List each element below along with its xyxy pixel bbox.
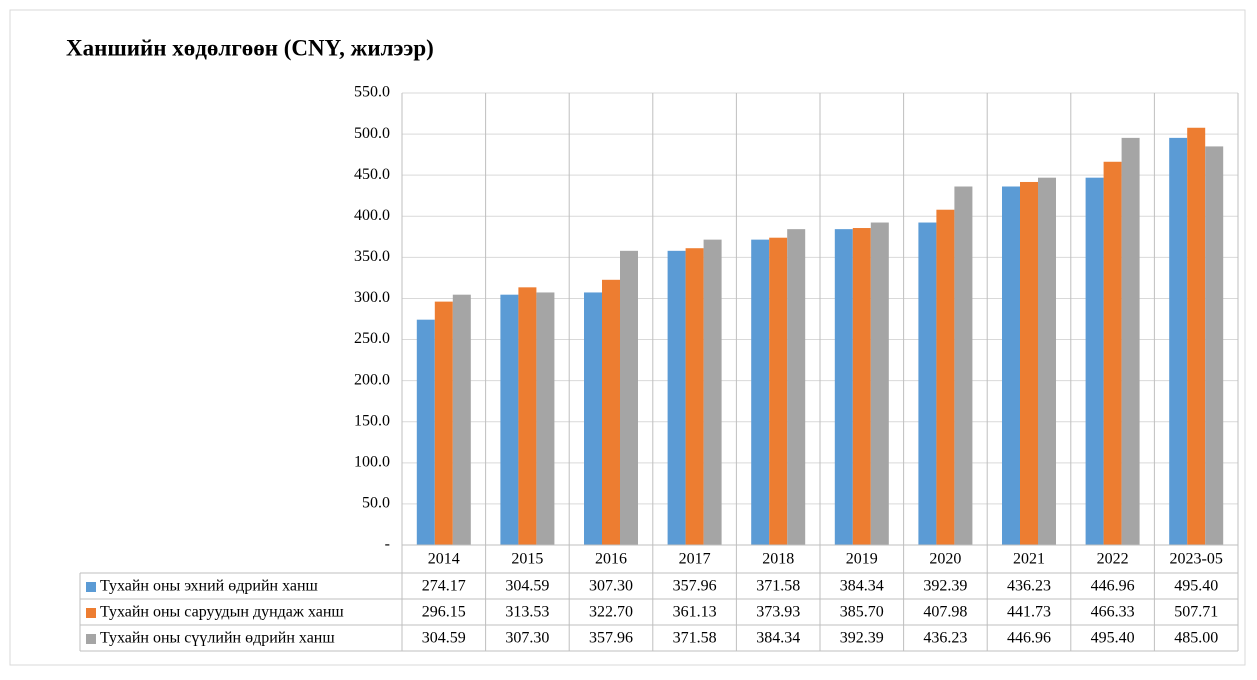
bar <box>620 250 638 545</box>
table-value: 371.58 <box>756 578 800 595</box>
bar <box>500 294 519 545</box>
bar <box>954 186 973 545</box>
bar <box>602 279 620 545</box>
bar <box>1187 127 1206 545</box>
bar <box>1020 181 1038 545</box>
table-value: 407.98 <box>923 604 967 621</box>
bar <box>518 287 537 545</box>
table-value: 446.96 <box>1091 578 1135 595</box>
bar <box>870 222 889 545</box>
table-value: 507.71 <box>1174 604 1218 621</box>
table-value: 466.33 <box>1091 604 1135 621</box>
y-tick-label: 400.0 <box>354 207 390 224</box>
bar <box>452 294 471 545</box>
table-value: 322.70 <box>589 604 633 621</box>
y-tick-label: 150.0 <box>354 412 390 429</box>
y-tick-label: 200.0 <box>354 371 390 388</box>
bar <box>416 319 435 545</box>
table-value: 361.13 <box>673 604 717 621</box>
table-value: 446.96 <box>1007 630 1051 647</box>
x-tick-label: 2015 <box>511 551 543 568</box>
table-value: 495.40 <box>1091 630 1135 647</box>
y-tick-label: 500.0 <box>354 125 390 142</box>
bar <box>918 222 937 545</box>
x-tick-label: 2020 <box>929 551 961 568</box>
table-value: 384.34 <box>840 578 884 595</box>
bar <box>1038 177 1056 545</box>
table-value: 495.40 <box>1174 578 1218 595</box>
y-tick-label: 50.0 <box>362 495 390 512</box>
table-value: 436.23 <box>923 630 967 647</box>
bar <box>1169 137 1188 545</box>
x-tick-label: 2014 <box>428 551 460 568</box>
legend-label: Тухайн оны саруудын дундаж ханш <box>100 604 344 621</box>
bar <box>1121 137 1140 545</box>
table-value: 304.59 <box>505 578 549 595</box>
y-tick-label: 450.0 <box>354 166 390 183</box>
bar <box>751 239 770 546</box>
legend-label: Тухайн оны эхний өдрийн ханш <box>100 578 319 595</box>
bar <box>685 248 704 545</box>
table-value: 371.58 <box>673 630 717 647</box>
bar <box>434 301 453 545</box>
y-tick-label: 550.0 <box>354 84 390 101</box>
bar <box>834 229 853 545</box>
y-tick-label: 300.0 <box>354 289 390 306</box>
table-value: 307.30 <box>589 578 633 595</box>
chart-title: Ханшийн хөдөлгөөн (CNY, жилээр) <box>66 35 434 60</box>
legend-label: Тухайн оны сүүлийн өдрийн ханш <box>100 630 335 647</box>
table-value: 357.96 <box>673 578 717 595</box>
x-tick-label: 2022 <box>1097 551 1129 568</box>
table-value: 392.39 <box>923 578 967 595</box>
bar <box>1085 177 1104 545</box>
table-value: 373.93 <box>756 604 800 621</box>
y-tick-label: 100.0 <box>354 453 390 470</box>
table-value: 384.34 <box>756 630 800 647</box>
x-tick-label: 2021 <box>1013 551 1045 568</box>
bar <box>852 228 871 546</box>
table-value: 485.00 <box>1174 630 1218 647</box>
x-tick-label: 2019 <box>846 551 878 568</box>
table-value: 385.70 <box>840 604 884 621</box>
x-tick-label: 2016 <box>595 551 627 568</box>
bar <box>703 239 722 546</box>
bar <box>769 237 788 546</box>
y-tick-label: - <box>385 536 390 553</box>
table-value: 441.73 <box>1007 604 1051 621</box>
legend-key <box>86 582 96 592</box>
y-tick-label: 350.0 <box>354 248 390 265</box>
x-tick-label: 2017 <box>679 551 711 568</box>
table-value: 357.96 <box>589 630 633 647</box>
table-value: 274.17 <box>422 578 466 595</box>
bar <box>936 209 955 546</box>
bar <box>536 292 555 545</box>
bar <box>1103 161 1122 545</box>
table-value: 436.23 <box>1007 578 1051 595</box>
legend-key <box>86 634 96 644</box>
x-tick-label: 2023-05 <box>1170 551 1223 568</box>
table-value: 313.53 <box>505 604 549 621</box>
table-value: 307.30 <box>505 630 549 647</box>
table-value: 296.15 <box>422 604 466 621</box>
x-tick-label: 2018 <box>762 551 794 568</box>
bar <box>1205 146 1224 545</box>
legend-key <box>86 608 96 618</box>
y-tick-label: 250.0 <box>354 330 390 347</box>
table-value: 304.59 <box>422 630 466 647</box>
bar <box>1002 186 1020 545</box>
bar <box>667 250 686 545</box>
bar <box>584 292 602 545</box>
bar <box>787 229 806 545</box>
table-value: 392.39 <box>840 630 884 647</box>
